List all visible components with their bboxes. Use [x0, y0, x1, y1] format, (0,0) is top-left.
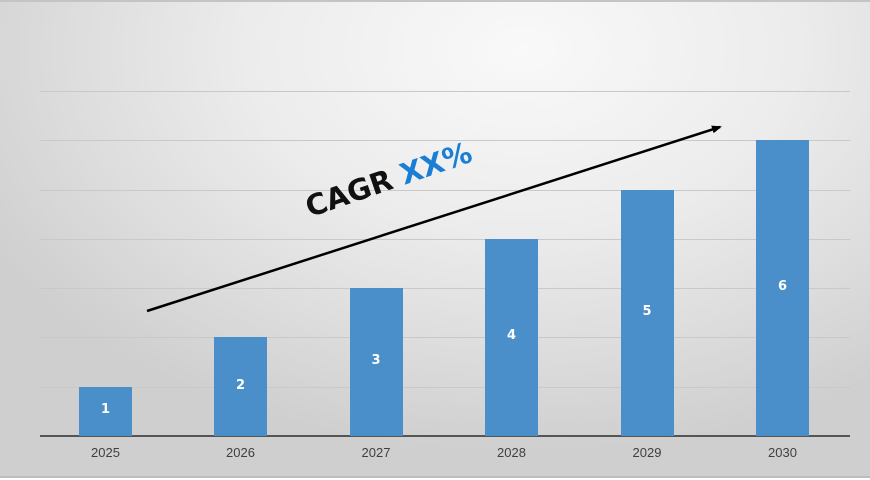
- x-tick-label: 2027: [361, 445, 391, 460]
- bar-2029[interactable]: 5: [620, 189, 674, 436]
- bar-value-label: 5: [642, 303, 652, 319]
- bar-2026[interactable]: 2: [214, 337, 267, 436]
- gridline: [40, 239, 850, 240]
- gridline: [40, 140, 850, 141]
- bar-2025[interactable]: 1: [79, 386, 132, 436]
- bar-value-label: 1: [100, 402, 111, 418]
- x-tick-label: 2026: [226, 445, 255, 460]
- gridline: [40, 387, 850, 388]
- x-tick-label: 2030: [768, 445, 797, 460]
- gridline: [40, 337, 850, 338]
- plot-area: 1 2025 2 2026 3 2027 4 2028 5 2029 6 2030: [40, 2, 850, 480]
- bar-value-label: 4: [506, 328, 517, 344]
- bar-2027[interactable]: 3: [349, 288, 403, 436]
- x-tick-label: 2025: [91, 445, 120, 460]
- gridline: [40, 190, 850, 191]
- x-tick-label: 2029: [632, 445, 662, 460]
- bar-value-label: 3: [371, 353, 381, 369]
- x-tick-label: 2028: [497, 445, 526, 460]
- bar-2028[interactable]: 4: [485, 238, 538, 436]
- gridline: [40, 288, 850, 289]
- bar-2030[interactable]: 6: [756, 140, 809, 436]
- x-axis-line: [40, 435, 850, 437]
- gridline: [40, 91, 850, 92]
- bar-value-label: 6: [777, 279, 788, 295]
- bar-value-label: 2: [235, 377, 246, 393]
